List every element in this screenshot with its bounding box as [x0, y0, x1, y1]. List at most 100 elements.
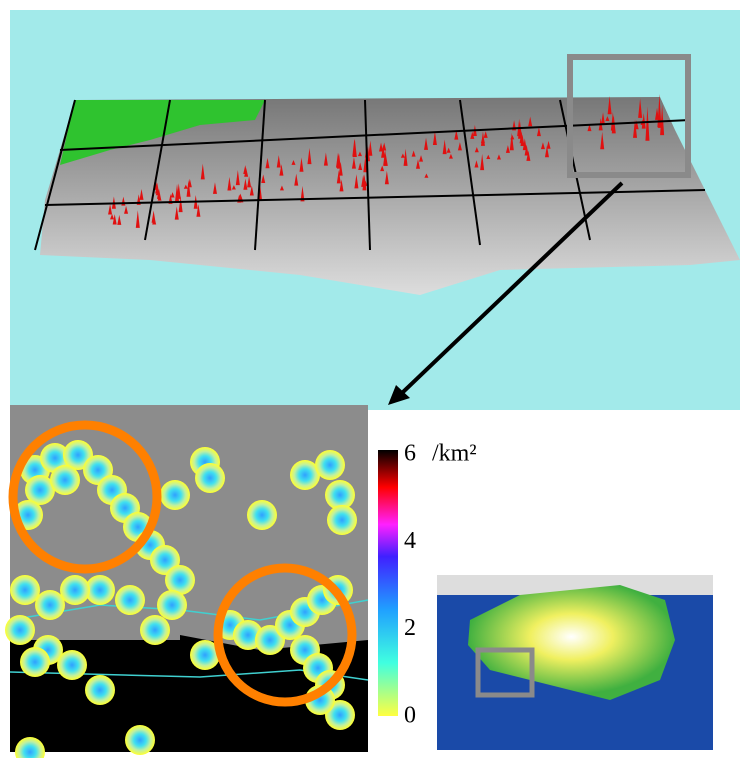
spike — [279, 164, 284, 176]
spike — [235, 170, 240, 186]
density-blob — [15, 737, 45, 763]
inset-box — [475, 647, 535, 698]
spike — [291, 160, 296, 165]
grid-line — [364, 99, 371, 251]
colorbar-tick-label: 4 — [404, 528, 416, 554]
spike — [638, 98, 643, 118]
density-blob — [157, 590, 187, 620]
density-blob — [315, 450, 345, 480]
zoom-box — [567, 54, 691, 178]
density-blob — [50, 465, 80, 495]
spike — [587, 124, 592, 132]
spike — [300, 185, 305, 202]
spike — [358, 162, 363, 171]
spike — [381, 144, 386, 158]
spike — [546, 140, 551, 149]
grid-line — [459, 99, 481, 246]
spike — [446, 147, 451, 153]
spike — [657, 93, 662, 128]
spike — [383, 154, 388, 166]
continent — [468, 585, 675, 700]
spike — [170, 192, 175, 198]
spike — [186, 179, 191, 197]
spike — [243, 178, 248, 190]
spike — [510, 135, 515, 140]
spike — [522, 138, 527, 151]
spike — [265, 157, 270, 169]
density-blob — [327, 505, 357, 535]
spike — [183, 184, 188, 189]
density-blob — [160, 480, 190, 510]
density-blob — [140, 615, 170, 645]
spike — [294, 173, 299, 186]
spike — [176, 183, 181, 199]
density-blob — [290, 460, 320, 490]
grid-line — [44, 189, 706, 206]
spike — [351, 157, 356, 169]
inset-sky — [437, 575, 713, 595]
spike — [354, 174, 359, 189]
density-blob — [85, 575, 115, 605]
spike — [110, 214, 115, 220]
deep-region — [10, 635, 368, 752]
spike — [424, 173, 429, 178]
spike — [157, 195, 162, 201]
spike — [480, 153, 485, 171]
density-blob — [85, 675, 115, 705]
spike — [474, 160, 479, 168]
spike — [139, 188, 144, 200]
density-blob — [195, 463, 225, 493]
spike — [178, 196, 183, 213]
spike — [338, 161, 343, 176]
spike — [600, 131, 605, 150]
spike — [135, 210, 140, 228]
spike — [174, 206, 179, 220]
spike — [112, 214, 117, 225]
spike — [244, 168, 249, 177]
grid-lines — [34, 99, 706, 251]
spike — [528, 116, 533, 127]
density-blob — [10, 575, 40, 605]
density-blob — [25, 475, 55, 505]
highlight-circle — [213, 563, 357, 707]
colorbar-tick-label: 2 — [404, 615, 416, 641]
spike — [526, 150, 531, 161]
density-blob — [57, 650, 87, 680]
spike — [368, 140, 373, 156]
density-map — [5, 405, 369, 763]
spike — [336, 153, 341, 169]
spike — [645, 106, 650, 141]
spike — [379, 142, 384, 152]
density-blobs — [5, 440, 357, 763]
spike — [486, 154, 491, 159]
inset-map — [437, 575, 713, 750]
spike — [363, 180, 368, 187]
spike — [231, 185, 236, 190]
spike — [380, 165, 385, 172]
spike — [352, 138, 357, 157]
spike — [357, 151, 362, 157]
grid-line — [144, 99, 171, 241]
spike — [124, 205, 129, 214]
spike — [634, 120, 639, 130]
density-blob — [190, 640, 220, 670]
spike — [279, 185, 284, 191]
spike — [339, 179, 344, 192]
spike — [442, 139, 447, 155]
spike — [212, 182, 217, 194]
terrain — [40, 97, 740, 295]
density-blob — [165, 565, 195, 595]
spike — [196, 204, 201, 217]
spike — [536, 127, 541, 137]
spike — [524, 144, 529, 156]
spike — [474, 146, 479, 153]
spike — [403, 148, 408, 166]
spike — [470, 131, 475, 139]
grid-line — [59, 119, 691, 151]
spike — [480, 131, 485, 146]
density-blob — [35, 590, 65, 620]
arrow-line — [400, 181, 624, 395]
spike — [323, 152, 328, 166]
colorbar — [378, 450, 398, 716]
